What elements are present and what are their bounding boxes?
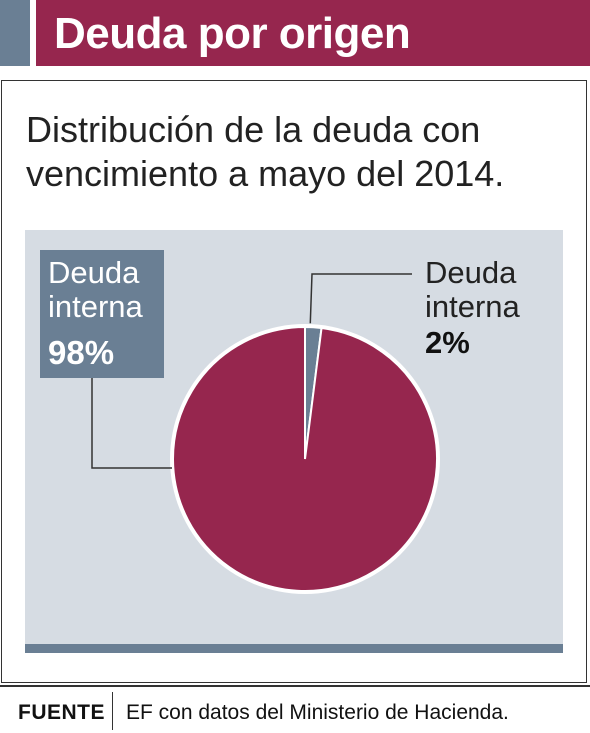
leader-line-large — [91, 378, 172, 469]
source-divider — [112, 692, 113, 730]
slice-label-small: Deuda interna — [425, 255, 520, 324]
content-frame — [1, 80, 587, 683]
page-title: Deuda por origen — [54, 9, 411, 58]
leader-line-small — [309, 273, 412, 324]
source-text: EF con datos del Ministerio de Hacienda. — [126, 701, 509, 724]
chart-subtitle: Distribución de la deuda con vencimiento… — [26, 109, 505, 194]
footer-rule — [0, 685, 590, 687]
label-box-large-slice — [40, 250, 164, 378]
slice-label-large: Deuda interna — [48, 255, 143, 324]
slice-value-small: 2% — [425, 325, 470, 360]
pie-slice-large — [172, 325, 438, 592]
header-accent — [0, 0, 30, 66]
source-label: FUENTE — [18, 701, 105, 724]
slice-value-large: 98% — [48, 334, 115, 371]
header-bar — [36, 0, 590, 66]
plot-bottom-rule — [25, 644, 563, 653]
